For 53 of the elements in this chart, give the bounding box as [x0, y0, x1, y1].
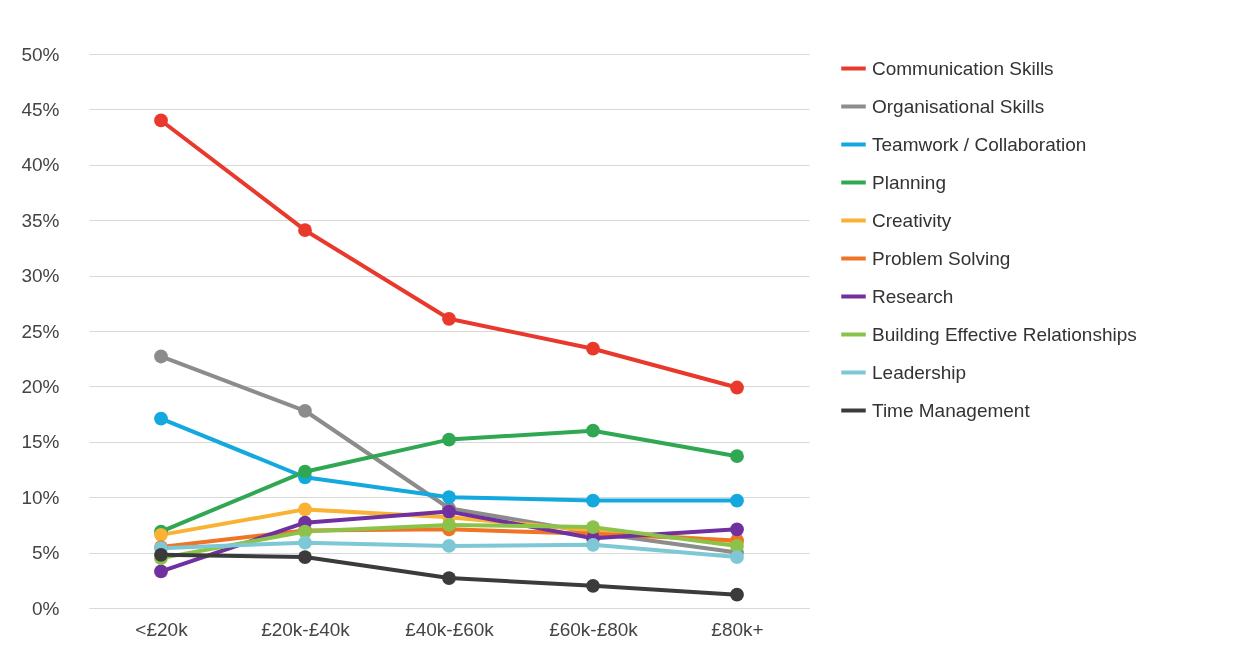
point — [730, 380, 744, 395]
legend-label: Leadership — [872, 361, 967, 383]
point — [298, 535, 312, 550]
x-tick-label: £40k-£60k — [405, 618, 495, 640]
point — [586, 341, 600, 356]
y-tick-label: 35% — [21, 209, 60, 231]
x-tick-label: £60k-£80k — [549, 618, 639, 640]
point — [586, 537, 600, 552]
x-tick-label: <£20k — [135, 618, 189, 640]
point — [154, 113, 168, 128]
point — [154, 349, 168, 364]
point — [730, 449, 744, 464]
point — [154, 411, 168, 426]
y-tick-label: 15% — [21, 431, 60, 453]
legend-label: Organisational Skills — [872, 95, 1045, 117]
point — [442, 311, 456, 326]
x-tick-label: £20k-£40k — [261, 618, 351, 640]
point — [154, 547, 168, 562]
legend-label: Time Management — [872, 399, 1031, 421]
point — [586, 493, 600, 508]
point — [298, 464, 312, 479]
point — [298, 550, 312, 564]
point — [730, 587, 744, 602]
point — [442, 432, 456, 447]
legend-label: Creativity — [872, 209, 952, 231]
legend-label: Problem Solving — [872, 247, 1011, 269]
legend-label: Research — [872, 285, 954, 307]
y-tick-label: 20% — [21, 375, 60, 397]
x-tick-label: £80k+ — [711, 618, 764, 640]
point — [298, 502, 312, 517]
point — [442, 490, 456, 505]
point — [442, 571, 456, 585]
y-tick-label: 45% — [21, 98, 60, 120]
point — [730, 493, 744, 508]
point — [154, 564, 168, 579]
y-tick-label: 30% — [21, 265, 60, 287]
point — [442, 518, 456, 532]
legend-label: Teamwork / Collaboration — [872, 133, 1087, 155]
legend-label: Planning — [872, 171, 946, 193]
legend-label: Building Effective Relationships — [872, 323, 1137, 345]
point — [586, 578, 600, 593]
y-tick-label: 5% — [32, 542, 60, 564]
y-tick-label: 40% — [21, 154, 60, 176]
point — [298, 403, 312, 418]
y-tick-label: 50% — [21, 43, 60, 65]
y-tick-label: 25% — [21, 320, 60, 342]
point — [442, 539, 456, 553]
y-tick-label: 10% — [21, 486, 60, 508]
legend-label: Communication Skills — [872, 57, 1054, 79]
point — [730, 522, 744, 537]
y-tick-label: 0% — [32, 597, 60, 619]
point — [586, 423, 600, 438]
point — [298, 223, 312, 238]
